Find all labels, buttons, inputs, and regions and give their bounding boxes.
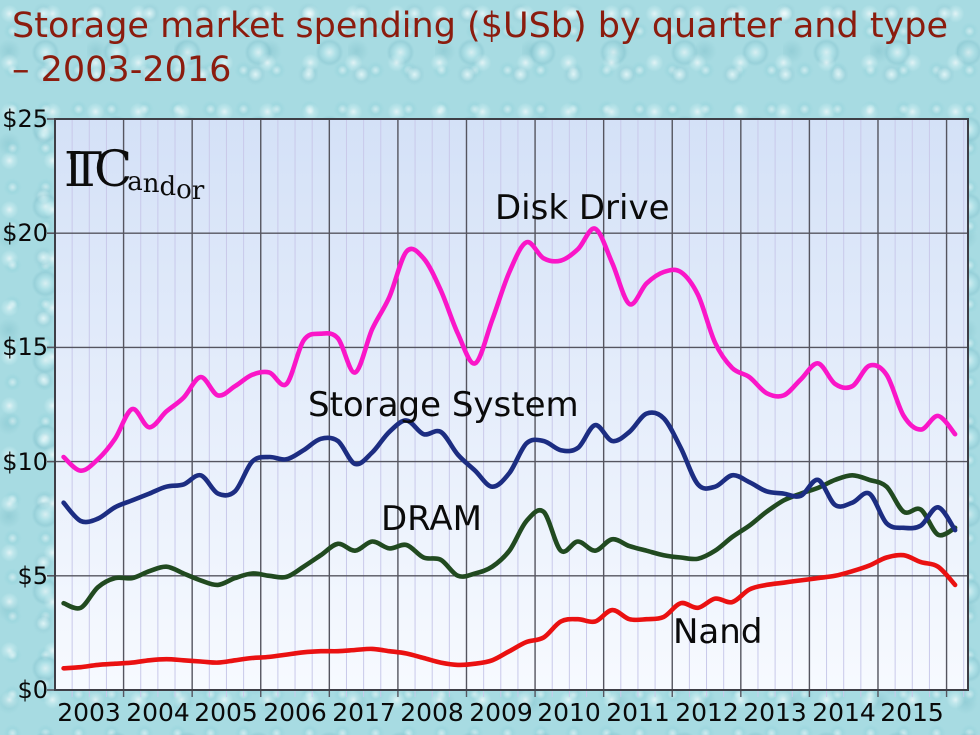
series-line-storage-system <box>61 410 958 533</box>
y-axis-label: $15 <box>2 333 48 361</box>
series-label-disk-drive: Disk Drive <box>495 188 670 228</box>
x-axis-label: 2005 <box>194 698 258 727</box>
page-title: Storage market spending ($USb) by quarte… <box>12 6 949 91</box>
logo-letter: T <box>69 142 102 198</box>
series-label-nand: Nand <box>673 612 763 652</box>
x-axis-label: 2004 <box>126 698 190 727</box>
x-axis-label: 2011 <box>606 698 670 727</box>
y-axis-label: $20 <box>2 219 48 247</box>
plot-border <box>54 118 969 691</box>
y-axis-label: $5 <box>17 562 48 590</box>
series-line-nand <box>61 552 958 671</box>
x-axis-label: 2010 <box>537 698 601 727</box>
y-axis-label: $0 <box>17 676 48 704</box>
logo-subtext: andor <box>127 167 205 206</box>
logo-letter: I <box>64 142 83 198</box>
x-axis-label: 2017 <box>332 698 396 727</box>
series-label-storage-system: Storage System <box>308 385 579 425</box>
plot-area <box>55 119 968 690</box>
y-axis-label: $10 <box>2 448 48 476</box>
series-line-disk-drive <box>61 226 958 473</box>
x-axis-label: 2006 <box>263 698 327 727</box>
y-axis-label: $25 <box>2 105 48 133</box>
x-axis-label: 2012 <box>675 698 739 727</box>
x-axis-label: 2003 <box>57 698 121 727</box>
series-label-dram: DRAM <box>381 499 483 539</box>
itcandor-logo: ITCandor <box>64 140 205 206</box>
x-axis-label: 2015 <box>880 698 944 727</box>
x-axis-label: 2008 <box>400 698 464 727</box>
logo-letter: C <box>93 140 133 198</box>
x-axis-label: 2014 <box>812 698 876 727</box>
x-axis-label: 2009 <box>469 698 533 727</box>
x-axis-label: 2013 <box>743 698 807 727</box>
